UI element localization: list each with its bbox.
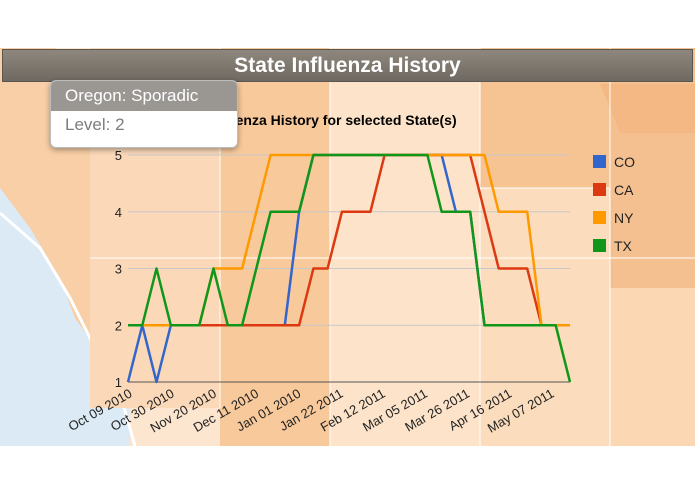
y-tick-label: 5 [115, 148, 122, 163]
series-line-ny [128, 153, 570, 327]
legend-label-tx: TX [614, 238, 633, 254]
page-title: State Influenza History [2, 49, 693, 82]
state-tooltip: Oregon: Sporadic Level: 2 [50, 80, 238, 148]
legend-label-ca: CA [614, 182, 634, 198]
series-line-tx [128, 153, 572, 383]
y-tick-label: 4 [115, 205, 122, 220]
legend-swatch-ny [593, 211, 606, 224]
y-tick-label: 1 [115, 375, 122, 390]
legend-swatch-co [593, 155, 606, 168]
chart-legend: CO CA NY TX [593, 154, 635, 254]
chart-series [126, 153, 572, 384]
tooltip-level-label: Level: 2 [65, 115, 125, 134]
legend-label-co: CO [614, 154, 635, 170]
tooltip-state-label: Oregon: Sporadic [51, 81, 237, 111]
legend-swatch-ca [593, 183, 606, 196]
legend-swatch-tx [593, 239, 606, 252]
y-tick-label: 2 [115, 318, 122, 333]
legend-label-ny: NY [614, 210, 634, 226]
series-line-ca [128, 153, 570, 327]
y-tick-label: 3 [115, 262, 122, 277]
y-axis: 1 2 3 4 5 [115, 148, 122, 390]
map-background [0, 48, 695, 446]
